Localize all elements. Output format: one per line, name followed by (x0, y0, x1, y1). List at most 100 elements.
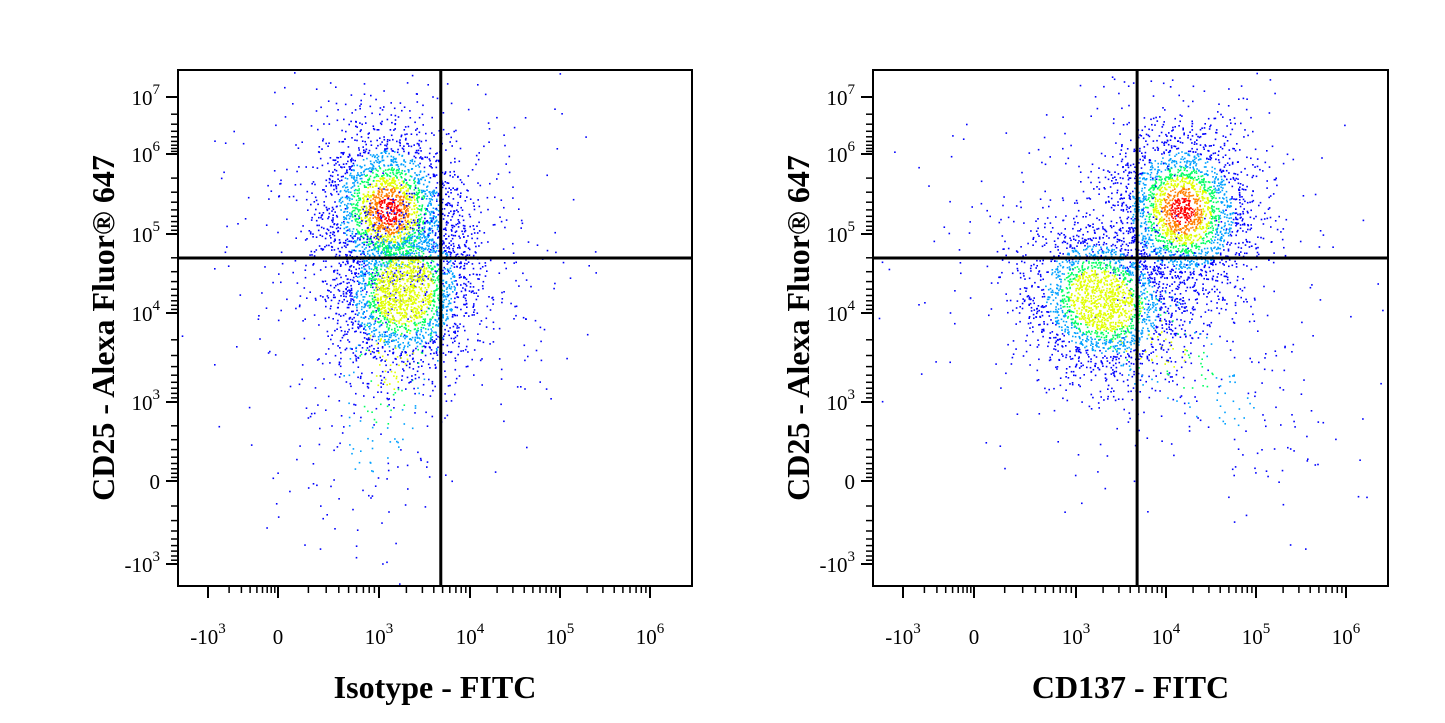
event-dot (352, 209, 355, 212)
event-dot (387, 354, 389, 356)
event-dot (518, 208, 520, 210)
event-dot (370, 209, 372, 212)
event-dot (333, 271, 335, 273)
event-dot (382, 383, 385, 385)
event-dot (446, 414, 449, 417)
event-dot (475, 298, 478, 301)
event-dot (319, 548, 322, 550)
event-dot (390, 155, 393, 158)
event-dot (372, 241, 374, 244)
event-dot (409, 162, 411, 164)
event-dot (399, 102, 402, 104)
event-dot (484, 262, 487, 264)
event-dot (366, 229, 368, 232)
event-dot (378, 196, 380, 199)
event-dot (464, 200, 467, 202)
event-dot (315, 299, 317, 301)
event-dot (392, 290, 394, 293)
event-dot (337, 247, 339, 250)
event-dot (381, 335, 384, 338)
event-dot (385, 217, 387, 220)
event-dot (413, 212, 416, 215)
event-dot (449, 267, 452, 270)
event-dot (368, 254, 371, 257)
event-dot (407, 280, 409, 282)
event-dot (380, 379, 383, 382)
event-dot (425, 331, 427, 334)
event-dot (377, 193, 379, 195)
event-dot (429, 271, 431, 273)
event-dot (444, 295, 446, 297)
event-dot (408, 231, 411, 234)
event-dot (385, 186, 388, 188)
event-dot (393, 199, 395, 202)
event-dot (398, 214, 400, 216)
event-dot (433, 331, 435, 334)
event-dot (346, 186, 349, 188)
event-dot (395, 249, 397, 251)
event-dot (356, 303, 358, 305)
event-dot (488, 296, 490, 298)
event-dot (436, 152, 438, 154)
event-dot (363, 210, 365, 212)
event-dot (377, 248, 380, 250)
event-dot (374, 296, 377, 299)
event-dot (361, 270, 363, 273)
event-dot (418, 274, 421, 277)
event-dot (280, 309, 282, 312)
event-dot (400, 135, 403, 138)
event-dot (363, 405, 366, 408)
event-dot (377, 219, 380, 222)
event-dot (377, 187, 380, 190)
event-dot (381, 271, 384, 274)
event-dot (364, 329, 367, 331)
event-dot (373, 224, 376, 226)
event-dot (388, 345, 391, 348)
event-dot (391, 275, 393, 278)
event-dot (389, 220, 391, 223)
event-dot (385, 335, 387, 337)
event-dot (341, 301, 344, 303)
event-dot (369, 185, 372, 188)
event-dot (380, 195, 382, 198)
event-dot (395, 206, 398, 208)
event-dot (481, 266, 484, 268)
event-dot (469, 198, 472, 200)
event-dot (423, 324, 426, 326)
event-dot (334, 181, 336, 183)
event-dot (452, 341, 454, 344)
event-dot (435, 219, 438, 222)
event-dot (292, 271, 294, 274)
event-dot (386, 335, 389, 337)
event-dot (430, 272, 432, 275)
event-dot (414, 255, 417, 257)
event-dot (365, 232, 368, 234)
event-dot (420, 178, 423, 181)
event-dot (359, 377, 362, 380)
event-dot (345, 246, 347, 249)
event-dot (381, 312, 383, 315)
event-dot (442, 293, 445, 295)
event-dot (419, 283, 422, 285)
event-dot (488, 141, 490, 143)
event-dot (442, 296, 445, 298)
event-dot (345, 130, 347, 133)
event-dot (415, 347, 417, 350)
event-dot (356, 177, 358, 179)
event-dot (421, 298, 424, 300)
event-dot (419, 277, 421, 280)
event-dot (371, 281, 374, 283)
event-dot (429, 353, 432, 355)
event-dot (416, 309, 419, 311)
event-dot (418, 189, 421, 191)
event-dot (446, 203, 448, 205)
event-dot (437, 230, 440, 233)
event-dot (399, 306, 401, 309)
event-dot (459, 195, 462, 197)
event-dot (446, 254, 449, 257)
event-dot (329, 225, 332, 228)
event-dot (406, 289, 408, 291)
event-dot (336, 205, 338, 208)
event-dot (403, 150, 405, 153)
event-dot (515, 305, 518, 308)
